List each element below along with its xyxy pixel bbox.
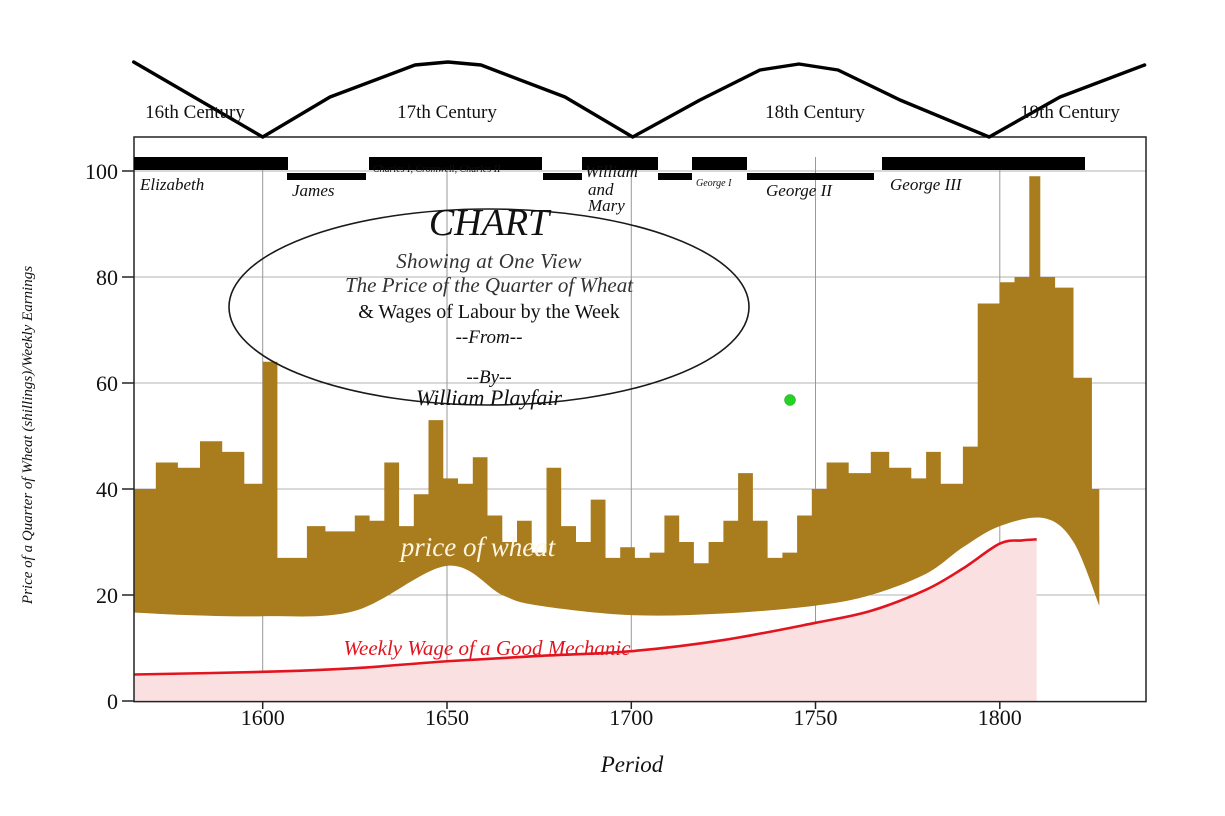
svg-text:& Wages of Labour by the Week: & Wages of Labour by the Week (358, 301, 620, 323)
svg-text:George II: George II (766, 181, 833, 200)
svg-text:Price of a Quarter of Wheat (s: Price of a Quarter of Wheat (shillings)/… (20, 266, 36, 605)
svg-text:Period: Period (600, 752, 664, 777)
svg-text:16th Century: 16th Century (145, 102, 245, 123)
svg-text:Elizabeth: Elizabeth (139, 175, 204, 194)
svg-text:Charles I, Cromwell, Charles I: Charles I, Cromwell, Charles II (373, 164, 501, 175)
svg-text:80: 80 (96, 265, 118, 290)
svg-text:19th Century: 19th Century (1020, 102, 1120, 123)
svg-text:The Price of the Quarter of Wh: The Price of the Quarter of Wheat (345, 273, 634, 297)
svg-text:George I: George I (696, 178, 732, 189)
svg-text:James: James (292, 181, 335, 200)
svg-text:William Playfair: William Playfair (416, 385, 562, 410)
svg-text:William: William (585, 162, 638, 181)
svg-text:--From--: --From-- (456, 327, 523, 348)
svg-text:17th Century: 17th Century (397, 102, 497, 123)
svg-text:Mary: Mary (587, 196, 625, 215)
svg-text:Showing at One View: Showing at One View (396, 249, 582, 273)
svg-text:price of wheat: price of wheat (399, 532, 557, 562)
svg-text:100: 100 (85, 159, 118, 184)
svg-text:Weekly Wage of a Good Mechanic: Weekly Wage of a Good Mechanic (343, 636, 631, 660)
svg-text:60: 60 (96, 371, 118, 396)
svg-text:0: 0 (107, 689, 118, 714)
svg-text:20: 20 (96, 583, 118, 608)
svg-text:CHART: CHART (429, 202, 552, 244)
svg-text:George III: George III (890, 175, 963, 194)
svg-text:40: 40 (96, 477, 118, 502)
svg-text:18th Century: 18th Century (765, 102, 865, 123)
